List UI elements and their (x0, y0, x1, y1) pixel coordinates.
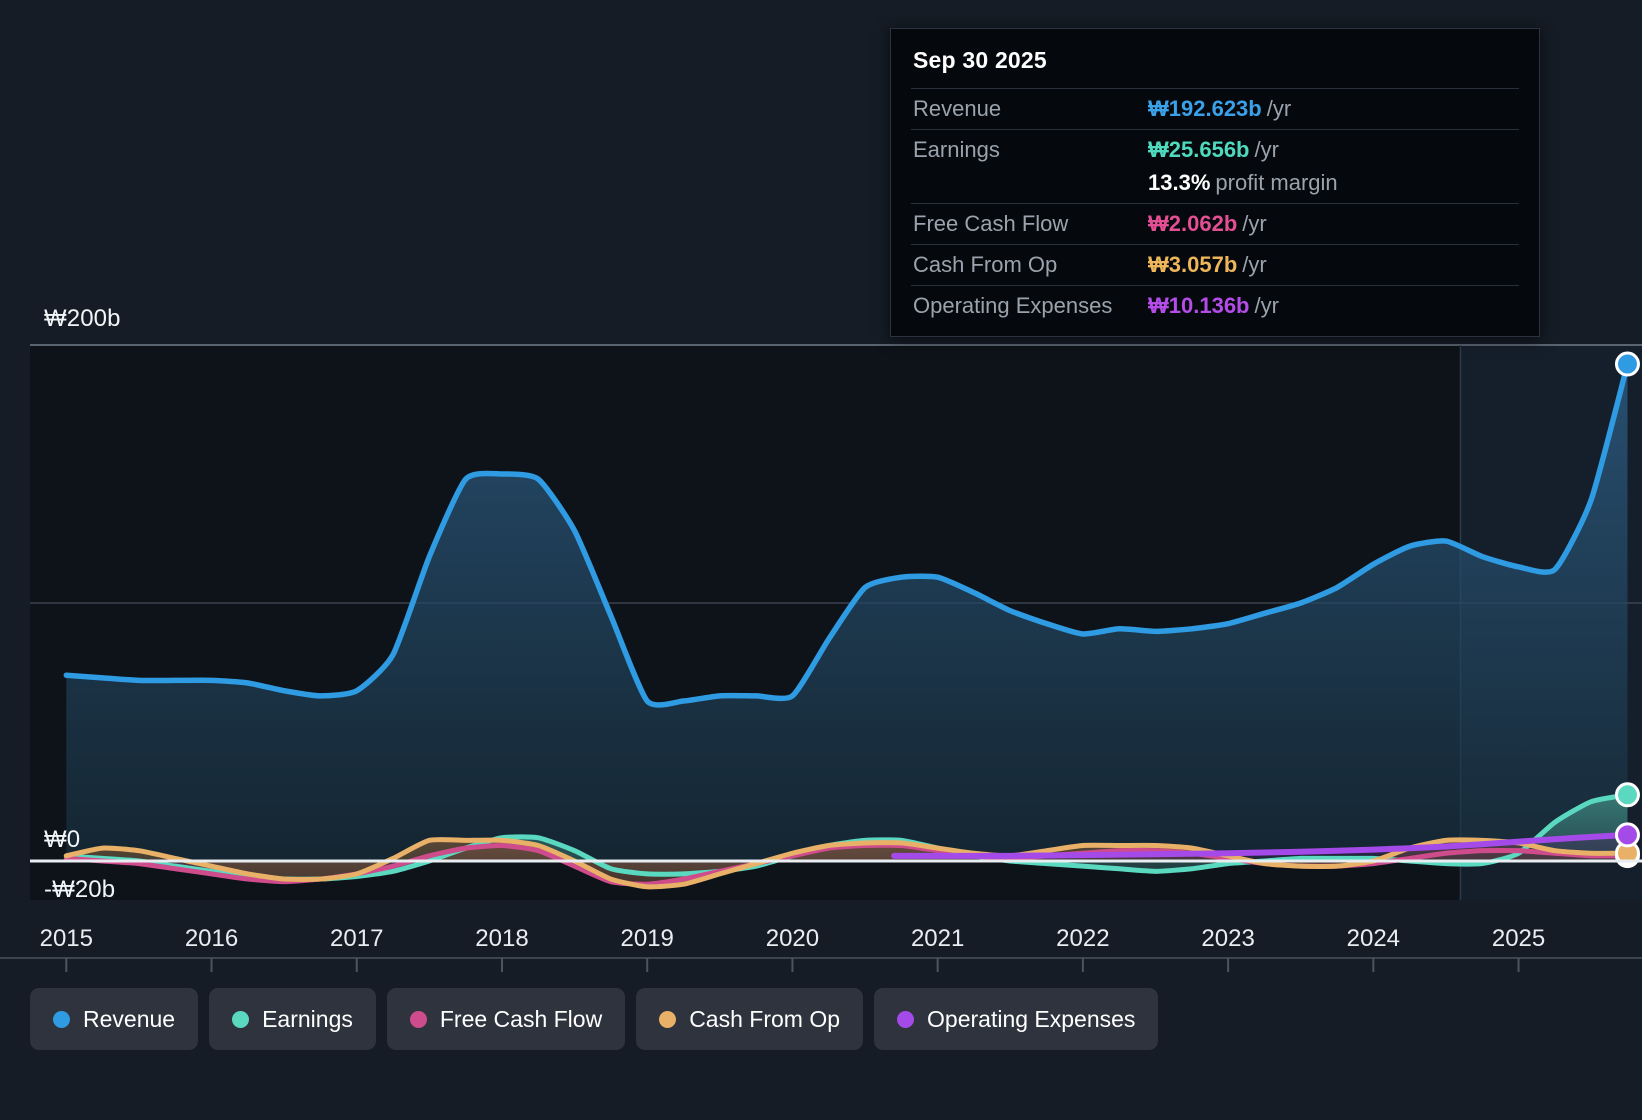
tooltip-row: Operating Expenses ₩10.136b/yr (911, 285, 1519, 326)
tooltip-row: Revenue ₩192.623b/yr (911, 88, 1519, 129)
tooltip-row: Free Cash Flow ₩2.062b/yr (911, 203, 1519, 244)
tooltip-row-unit: profit margin (1215, 170, 1338, 195)
legend-item-operating-expenses[interactable]: Operating Expenses (874, 988, 1159, 1050)
tooltip-row-value: ₩3.057b (1148, 252, 1238, 277)
legend-item-cash-from-op[interactable]: Cash From Op (636, 988, 864, 1050)
legend-color-dot-icon (409, 1010, 427, 1028)
legend-color-dot-icon (232, 1010, 250, 1028)
legend-item-earnings[interactable]: Earnings (209, 988, 376, 1050)
tooltip-row-unit: /yr (1266, 96, 1292, 121)
legend-item-label: Free Cash Flow (439, 1005, 603, 1032)
chart-legend[interactable]: Revenue Earnings Free Cash Flow Cash From O… (30, 988, 1159, 1050)
legend-item-revenue[interactable]: Revenue (30, 988, 199, 1050)
tooltip-row: Earnings ₩25.656b/yr (911, 129, 1519, 170)
chart-tooltip: Sep 30 2025 Revenue ₩192.623b/yr Earnings ₩… (890, 28, 1540, 337)
legend-color-dot-icon (659, 1010, 677, 1028)
legend-item-label: Cash From Op (689, 1005, 841, 1032)
tooltip-row-value: ₩25.656b (1148, 137, 1250, 162)
legend-color-dot-icon (53, 1010, 70, 1028)
tooltip-row-label: Free Cash Flow (913, 211, 1069, 236)
tooltip-row-unit: /yr (1254, 137, 1279, 162)
tooltip-row-label: Revenue (913, 96, 1002, 121)
tooltip-row: Cash From Op ₩3.057b/yr (911, 244, 1519, 285)
tooltip-rows: Revenue ₩192.623b/yr Earnings ₩25.656b/yr 13… (911, 88, 1519, 326)
tooltip-row-unit: /yr (1242, 252, 1267, 277)
tooltip-row-label: Earnings (913, 137, 1000, 162)
tooltip-row-unit: /yr (1254, 293, 1279, 318)
tooltip-date: Sep 30 2025 (913, 47, 1047, 73)
tooltip-row-label: Operating Expenses (913, 293, 1113, 318)
tooltip-row-value: ₩2.062b (1148, 211, 1238, 236)
tooltip-row-value: ₩10.136b (1148, 293, 1250, 318)
tooltip-row: 13.3% profit margin (911, 170, 1519, 203)
legend-color-dot-icon (897, 1010, 915, 1028)
legend-item-free-cash-flow[interactable]: Free Cash Flow (386, 988, 626, 1050)
legend-item-label: Revenue (83, 1005, 176, 1032)
legend-item-label: Earnings (262, 1005, 353, 1032)
tooltip-row-value: ₩192.623b (1148, 96, 1262, 121)
tooltip-row-unit: /yr (1242, 211, 1267, 236)
legend-item-label: Operating Expenses (927, 1005, 1136, 1032)
tooltip-row-label: Cash From Op (913, 252, 1058, 277)
tooltip-row-value: 13.3% (1148, 170, 1211, 195)
